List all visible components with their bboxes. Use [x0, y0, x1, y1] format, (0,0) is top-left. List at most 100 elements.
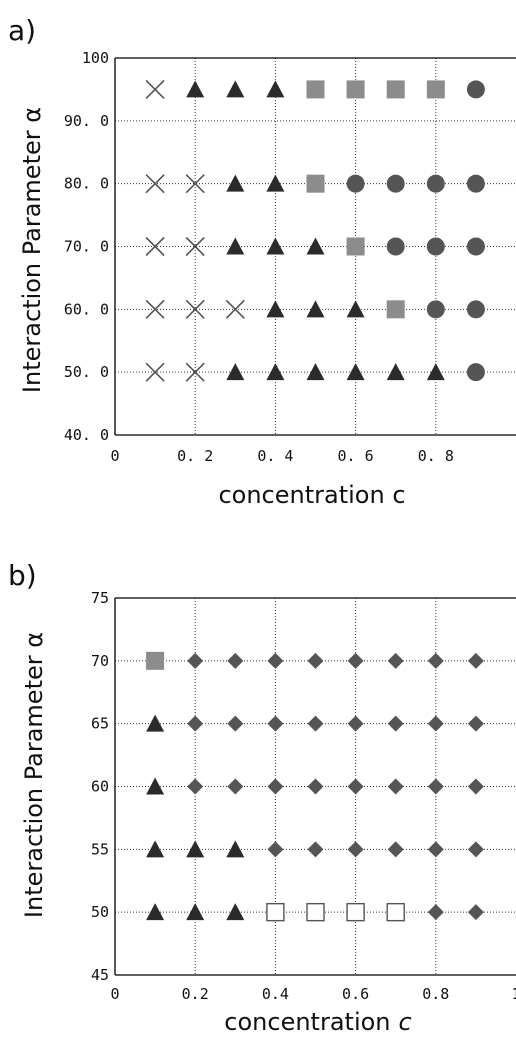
- data-point-cross-a: [145, 299, 165, 319]
- x-axis-title-b-text: concentration: [224, 1008, 390, 1036]
- data-point-triangle-a: [226, 237, 245, 255]
- data-point-square-a: [386, 300, 405, 319]
- y-tick-label-b: 45: [91, 966, 109, 984]
- data-point-triangle-a: [346, 300, 365, 318]
- data-point-diamond-b: [307, 652, 324, 669]
- data-point-circle-a: [466, 174, 485, 193]
- data-point-triangle-b: [146, 840, 165, 858]
- y-tick-label-b: 65: [91, 715, 109, 733]
- data-point-triangle-a: [306, 237, 325, 255]
- panel-label-b: b): [8, 559, 37, 592]
- x-tick-label-a: 0. 8: [418, 447, 454, 465]
- data-point-diamond-b: [467, 841, 484, 858]
- data-point-triangle-a: [266, 174, 285, 192]
- data-point-cross-a: [185, 236, 205, 257]
- data-point-circle-a: [426, 300, 445, 319]
- data-point-cross-a: [185, 299, 205, 319]
- data-point-diamond-b: [347, 778, 364, 795]
- data-point-diamond-b: [427, 904, 444, 921]
- y-tick-label-b: 50: [91, 903, 109, 921]
- data-point-square-b: [146, 651, 165, 670]
- x-tick-label-a: 0. 6: [338, 447, 374, 465]
- y-tick-label-a: 70. 0: [64, 238, 109, 256]
- data-point-square-a: [346, 80, 365, 99]
- data-point-triangle-a: [266, 80, 285, 98]
- data-point-cross-a: [145, 174, 165, 194]
- data-point-diamond-b: [387, 778, 404, 795]
- panel-label-a: a): [8, 14, 36, 47]
- data-point-triangle-a: [226, 174, 245, 192]
- data-point-circle-a: [466, 80, 485, 99]
- data-point-cross-a: [145, 79, 165, 99]
- data-point-triangle-a: [426, 363, 445, 381]
- x-axis-title-b: concentration c: [224, 1008, 411, 1036]
- data-point-circle-a: [386, 237, 405, 256]
- data-point-diamond-b: [467, 715, 484, 732]
- data-point-diamond-b: [347, 715, 364, 732]
- data-point-diamond-b: [307, 715, 324, 732]
- data-point-open-square-b: [346, 902, 365, 922]
- data-point-triangle-b: [146, 903, 165, 921]
- x-tick-label-b: 0.6: [342, 985, 369, 1003]
- data-point-triangle-a: [226, 363, 245, 381]
- data-point-diamond-b: [467, 652, 484, 669]
- data-point-circle-a: [466, 363, 485, 382]
- data-point-cross-a: [145, 362, 165, 382]
- y-tick-label-a: 90. 0: [64, 112, 109, 130]
- data-point-diamond-b: [427, 652, 444, 669]
- data-point-square-a: [426, 80, 445, 99]
- data-point-diamond-b: [267, 841, 284, 858]
- data-point-diamond-b: [227, 778, 244, 795]
- data-point-open-square-b: [266, 902, 285, 922]
- x-tick-label-a: 0: [110, 447, 119, 465]
- data-point-square-a: [306, 174, 325, 193]
- data-point-cross-a: [185, 362, 205, 382]
- data-point-open-square-b: [386, 902, 405, 922]
- chart-panel-a: a) Interaction Parameter α concentration…: [8, 14, 516, 509]
- data-point-triangle-a: [266, 237, 285, 255]
- data-point-diamond-b: [387, 652, 404, 669]
- y-axis-title-b: Interaction Parameter α: [20, 632, 48, 918]
- data-point-diamond-b: [227, 652, 244, 669]
- data-point-cross-a: [185, 174, 205, 194]
- x-tick-label-b: 0.8: [422, 985, 449, 1003]
- x-tick-label-b: 0.2: [182, 985, 209, 1003]
- y-tick-label-a: 60. 0: [64, 300, 109, 318]
- data-point-diamond-b: [467, 778, 484, 795]
- data-point-diamond-b: [427, 715, 444, 732]
- data-point-square-a: [346, 237, 365, 256]
- y-tick-label-b: 75: [91, 589, 109, 607]
- data-point-triangle-b: [226, 903, 245, 921]
- data-point-diamond-b: [307, 841, 324, 858]
- data-point-circle-a: [346, 174, 365, 193]
- data-point-diamond-b: [427, 841, 444, 858]
- data-point-triangle-a: [266, 300, 285, 318]
- data-point-square-a: [386, 80, 405, 99]
- data-point-triangle-b: [146, 777, 165, 795]
- y-tick-label-a: 100: [82, 49, 109, 67]
- data-point-circle-a: [386, 174, 405, 193]
- data-point-triangle-a: [306, 363, 325, 381]
- data-point-diamond-b: [347, 841, 364, 858]
- data-point-cross-a: [225, 299, 245, 319]
- data-point-circle-a: [426, 237, 445, 256]
- x-tick-label-b: 0: [110, 985, 119, 1003]
- data-point-diamond-b: [307, 778, 324, 795]
- x-tick-label-b: 1: [511, 985, 516, 1003]
- x-tick-label-a: 0. 4: [257, 447, 293, 465]
- y-tick-label-b: 70: [91, 652, 109, 670]
- y-tick-label-a: 40. 0: [64, 426, 109, 444]
- data-point-cross-a: [145, 236, 165, 257]
- data-point-diamond-b: [267, 715, 284, 732]
- data-point-diamond-b: [387, 841, 404, 858]
- data-point-triangle-a: [226, 80, 245, 98]
- data-point-triangle-a: [266, 363, 285, 381]
- chart-panel-b: b) Interaction Parameter α concentration…: [8, 559, 516, 1036]
- y-tick-label-b: 60: [91, 778, 109, 796]
- data-point-square-a: [306, 80, 325, 99]
- y-axis-title-a: Interaction Parameter α: [18, 107, 46, 393]
- data-point-triangle-b: [146, 714, 165, 732]
- x-axis-title-b-symbol: c: [399, 1008, 412, 1036]
- data-point-diamond-b: [267, 652, 284, 669]
